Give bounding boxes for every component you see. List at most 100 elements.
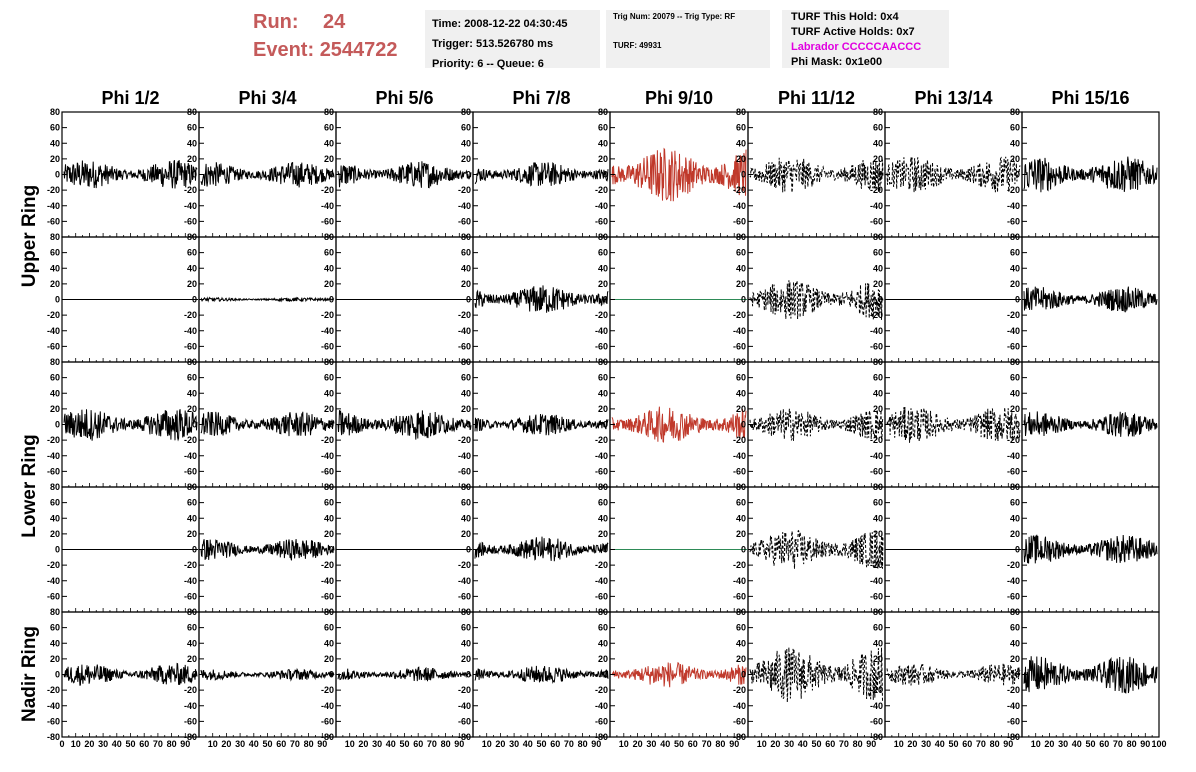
y-tick-label: 60 xyxy=(50,498,60,508)
x-tick-label: 60 xyxy=(413,739,423,749)
y-tick-label: -40 xyxy=(595,701,608,711)
waveform-panel: -60 -40 -20 0 20 40 60 80 xyxy=(321,232,474,363)
x-tick-label: 60 xyxy=(962,739,972,749)
y-tick-label: -60 xyxy=(870,716,883,726)
y-tick-label: 40 xyxy=(736,263,746,273)
y-tick-label: -20 xyxy=(47,435,60,445)
y-tick-label: 80 xyxy=(1010,107,1020,117)
y-tick-label: 60 xyxy=(324,248,334,258)
y-tick-label: 60 xyxy=(461,248,471,258)
y-tick-label: -20 xyxy=(184,435,197,445)
column-title: Phi 15/16 xyxy=(1051,88,1130,108)
y-tick-label: 80 xyxy=(1010,232,1020,242)
y-tick-label: 0 xyxy=(603,670,608,680)
y-tick-label: 60 xyxy=(736,623,746,633)
waveform-trace xyxy=(337,666,472,682)
y-tick-label: 60 xyxy=(598,123,608,133)
y-tick-label: 80 xyxy=(873,107,883,117)
y-tick-label: 40 xyxy=(873,513,883,523)
y-tick-label: 60 xyxy=(50,248,60,258)
waveform-panel: -60 -40 -20 0 20 40 60 80 xyxy=(321,482,474,613)
waveform-trace xyxy=(200,538,335,561)
waveform-trace xyxy=(474,536,609,562)
y-tick-label: -40 xyxy=(184,576,197,586)
waveform-panel: -60 -40 -20 0 20 40 60 80 xyxy=(595,482,749,613)
waveform-trace xyxy=(337,410,472,440)
y-tick-label: -60 xyxy=(870,341,883,351)
run-event-block: Run: 24 Event: 2544722 xyxy=(253,8,398,64)
y-tick-label: -20 xyxy=(184,560,197,570)
y-tick-label: 60 xyxy=(873,498,883,508)
waveform-panel: -60 -40 -20 0 20 40 60 80 xyxy=(1007,232,1160,363)
x-tick-label: 50 xyxy=(399,739,409,749)
y-tick-label: -60 xyxy=(458,591,471,601)
y-tick-label: 20 xyxy=(324,654,334,664)
y-tick-label: 0 xyxy=(1015,420,1020,430)
y-tick-label: 60 xyxy=(187,498,197,508)
y-tick-label: -40 xyxy=(1007,576,1020,586)
y-tick-label: 0 xyxy=(55,670,60,680)
y-tick-label: -60 xyxy=(733,591,746,601)
x-tick-label: 10 xyxy=(208,739,218,749)
y-tick-label: 20 xyxy=(187,154,197,164)
y-tick-label: 80 xyxy=(461,482,471,492)
y-tick-label: -40 xyxy=(47,201,60,211)
x-tick-label: 50 xyxy=(262,739,272,749)
y-tick-label: -40 xyxy=(184,701,197,711)
y-tick-label: 60 xyxy=(187,373,197,383)
y-tick-label: 20 xyxy=(324,154,334,164)
y-tick-label: 40 xyxy=(187,638,197,648)
y-tick-label: 40 xyxy=(324,513,334,523)
y-tick-label: 60 xyxy=(598,373,608,383)
y-tick-label: 80 xyxy=(187,607,197,617)
y-tick-label: 40 xyxy=(461,513,471,523)
waveform-trace xyxy=(474,665,609,684)
y-tick-label: -60 xyxy=(1007,341,1020,351)
y-tick-label: 60 xyxy=(461,498,471,508)
y-tick-label: 80 xyxy=(736,357,746,367)
y-tick-label: 40 xyxy=(461,388,471,398)
waveform-trace xyxy=(1023,656,1158,694)
y-tick-label: -60 xyxy=(870,466,883,476)
y-tick-label: 80 xyxy=(50,107,60,117)
y-tick-label: -60 xyxy=(1007,591,1020,601)
x-tick-label: 40 xyxy=(523,739,533,749)
y-tick-label: 20 xyxy=(598,279,608,289)
x-tick-label: 30 xyxy=(1058,739,1068,749)
y-tick-label: 80 xyxy=(736,607,746,617)
x-tick-label: 20 xyxy=(358,739,368,749)
y-tick-label: 40 xyxy=(736,638,746,648)
y-tick-label: 60 xyxy=(324,373,334,383)
waveform-panel: -60 -40 -20 0 20 40 60 80 xyxy=(47,232,200,363)
y-tick-label: 40 xyxy=(50,138,60,148)
y-tick-label: 80 xyxy=(736,482,746,492)
waveform-panel: -60 -40 -20 0 20 40 60 80 xyxy=(321,357,474,488)
y-tick-label: 40 xyxy=(598,638,608,648)
time-text: Time: 2008-12-22 04:30:45 xyxy=(432,18,568,30)
y-tick-label: -60 xyxy=(184,466,197,476)
waveform-panel: -60 -40 -20 0 20 40 60 80 xyxy=(458,107,611,238)
y-tick-label: -80 xyxy=(1007,732,1020,742)
y-tick-label: 40 xyxy=(1010,263,1020,273)
y-tick-label: 80 xyxy=(324,232,334,242)
y-tick-label: 20 xyxy=(736,529,746,539)
y-tick-label: 40 xyxy=(461,263,471,273)
waveform-trace xyxy=(611,147,747,202)
x-tick-label: 60 xyxy=(139,739,149,749)
waveform-panel: -60 -40 -20 0 20 40 60 80 xyxy=(595,232,749,363)
x-tick-label: 20 xyxy=(221,739,231,749)
y-tick-label: 20 xyxy=(598,154,608,164)
y-tick-label: -60 xyxy=(47,591,60,601)
y-tick-label: -40 xyxy=(733,451,746,461)
y-tick-label: 80 xyxy=(187,107,197,117)
x-tick-label: 80 xyxy=(304,739,314,749)
trig-num-text: Trig Num: 20079 -- Trig Type: RF xyxy=(613,12,736,21)
y-tick-label: 20 xyxy=(873,529,883,539)
y-tick-label: 0 xyxy=(329,545,334,555)
y-tick-label: -20 xyxy=(733,560,746,570)
y-tick-label: -20 xyxy=(458,310,471,320)
x-tick-label: 10 xyxy=(894,739,904,749)
x-tick-label: 80 xyxy=(715,739,725,749)
